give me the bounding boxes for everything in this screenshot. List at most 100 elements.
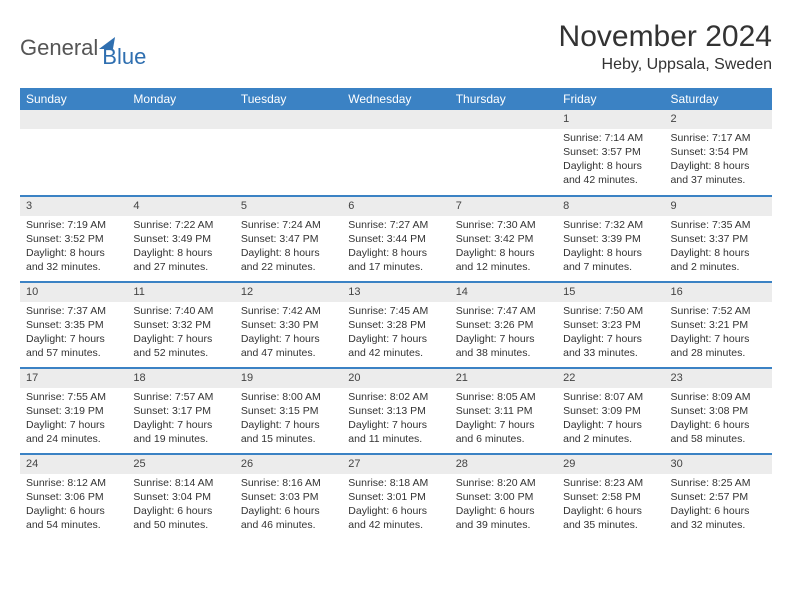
calendar-day-cell: 8Sunrise: 7:32 AMSunset: 3:39 PMDaylight… [557,196,664,282]
daylight-line: Daylight: 8 hours and 17 minutes. [348,246,443,274]
daylight-line: Daylight: 7 hours and 42 minutes. [348,332,443,360]
sunset-line: Sunset: 3:52 PM [26,232,121,246]
weekday-header: Monday [127,88,234,110]
sunrise-line: Sunrise: 7:19 AM [26,218,121,232]
calendar-day-cell: 13Sunrise: 7:45 AMSunset: 3:28 PMDayligh… [342,282,449,368]
calendar-day-cell: 30Sunrise: 8:25 AMSunset: 2:57 PMDayligh… [665,454,772,540]
day-number: 20 [342,369,449,388]
daylight-line: Daylight: 7 hours and 15 minutes. [241,418,336,446]
sunset-line: Sunset: 3:13 PM [348,404,443,418]
sunrise-line: Sunrise: 7:50 AM [563,304,658,318]
location-text: Heby, Uppsala, Sweden [559,56,772,74]
sunset-line: Sunset: 3:47 PM [241,232,336,246]
sunset-line: Sunset: 3:03 PM [241,490,336,504]
daylight-line: Daylight: 8 hours and 37 minutes. [671,159,766,187]
sunset-line: Sunset: 3:37 PM [671,232,766,246]
weekday-header: Saturday [665,88,772,110]
daylight-line: Daylight: 6 hours and 32 minutes. [671,504,766,532]
day-number: 15 [557,283,664,302]
day-body: Sunrise: 8:16 AMSunset: 3:03 PMDaylight:… [235,474,342,537]
sunrise-line: Sunrise: 7:45 AM [348,304,443,318]
calendar-week-row: 1Sunrise: 7:14 AMSunset: 3:57 PMDaylight… [20,110,772,196]
day-number: 10 [20,283,127,302]
sunrise-line: Sunrise: 7:57 AM [133,390,228,404]
day-number: 18 [127,369,234,388]
day-body: Sunrise: 8:20 AMSunset: 3:00 PMDaylight:… [450,474,557,537]
daylight-line: Daylight: 7 hours and 2 minutes. [563,418,658,446]
header: General Blue November 2024 Heby, Uppsala… [20,20,772,74]
sunset-line: Sunset: 3:54 PM [671,145,766,159]
sunrise-line: Sunrise: 8:07 AM [563,390,658,404]
sunset-line: Sunset: 3:15 PM [241,404,336,418]
month-title: November 2024 [559,20,772,54]
daylight-line: Daylight: 7 hours and 6 minutes. [456,418,551,446]
sunrise-line: Sunrise: 8:14 AM [133,476,228,490]
calendar-day-cell: 29Sunrise: 8:23 AMSunset: 2:58 PMDayligh… [557,454,664,540]
calendar-day-cell: 3Sunrise: 7:19 AMSunset: 3:52 PMDaylight… [20,196,127,282]
daylight-line: Daylight: 6 hours and 46 minutes. [241,504,336,532]
day-number: 23 [665,369,772,388]
day-number: 22 [557,369,664,388]
calendar-day-cell: 10Sunrise: 7:37 AMSunset: 3:35 PMDayligh… [20,282,127,368]
calendar-day-cell: 16Sunrise: 7:52 AMSunset: 3:21 PMDayligh… [665,282,772,368]
day-body: Sunrise: 7:47 AMSunset: 3:26 PMDaylight:… [450,302,557,365]
day-body: Sunrise: 8:05 AMSunset: 3:11 PMDaylight:… [450,388,557,451]
sunrise-line: Sunrise: 8:25 AM [671,476,766,490]
day-number: 5 [235,197,342,216]
calendar-day-cell: 18Sunrise: 7:57 AMSunset: 3:17 PMDayligh… [127,368,234,454]
calendar-day-cell: 26Sunrise: 8:16 AMSunset: 3:03 PMDayligh… [235,454,342,540]
calendar-day-cell [127,110,234,196]
sunrise-line: Sunrise: 7:55 AM [26,390,121,404]
logo: General Blue [20,20,146,70]
day-number: 21 [450,369,557,388]
calendar-day-cell [342,110,449,196]
sunrise-line: Sunrise: 7:52 AM [671,304,766,318]
day-number-empty [20,110,127,129]
day-body: Sunrise: 7:27 AMSunset: 3:44 PMDaylight:… [342,216,449,279]
daylight-line: Daylight: 8 hours and 32 minutes. [26,246,121,274]
sunrise-line: Sunrise: 8:05 AM [456,390,551,404]
sunset-line: Sunset: 3:06 PM [26,490,121,504]
sunset-line: Sunset: 2:57 PM [671,490,766,504]
sunrise-line: Sunrise: 7:32 AM [563,218,658,232]
day-number: 28 [450,455,557,474]
calendar-day-cell: 22Sunrise: 8:07 AMSunset: 3:09 PMDayligh… [557,368,664,454]
daylight-line: Daylight: 7 hours and 38 minutes. [456,332,551,360]
day-number: 27 [342,455,449,474]
weekday-header: Friday [557,88,664,110]
sunrise-line: Sunrise: 8:16 AM [241,476,336,490]
day-number: 14 [450,283,557,302]
day-number-empty [450,110,557,129]
weekday-header-row: Sunday Monday Tuesday Wednesday Thursday… [20,88,772,110]
sunset-line: Sunset: 3:19 PM [26,404,121,418]
sunset-line: Sunset: 3:39 PM [563,232,658,246]
sunrise-line: Sunrise: 7:40 AM [133,304,228,318]
day-body: Sunrise: 8:25 AMSunset: 2:57 PMDaylight:… [665,474,772,537]
daylight-line: Daylight: 6 hours and 54 minutes. [26,504,121,532]
daylight-line: Daylight: 6 hours and 35 minutes. [563,504,658,532]
calendar-table: Sunday Monday Tuesday Wednesday Thursday… [20,88,772,540]
logo-text-general: General [20,35,98,61]
sunset-line: Sunset: 3:44 PM [348,232,443,246]
sunset-line: Sunset: 3:17 PM [133,404,228,418]
day-body: Sunrise: 7:35 AMSunset: 3:37 PMDaylight:… [665,216,772,279]
daylight-line: Daylight: 7 hours and 28 minutes. [671,332,766,360]
daylight-line: Daylight: 7 hours and 52 minutes. [133,332,228,360]
daylight-line: Daylight: 8 hours and 2 minutes. [671,246,766,274]
sunset-line: Sunset: 3:30 PM [241,318,336,332]
sunrise-line: Sunrise: 7:17 AM [671,131,766,145]
day-body: Sunrise: 7:40 AMSunset: 3:32 PMDaylight:… [127,302,234,365]
daylight-line: Daylight: 7 hours and 33 minutes. [563,332,658,360]
calendar-day-cell: 9Sunrise: 7:35 AMSunset: 3:37 PMDaylight… [665,196,772,282]
day-body: Sunrise: 8:09 AMSunset: 3:08 PMDaylight:… [665,388,772,451]
sunset-line: Sunset: 2:58 PM [563,490,658,504]
daylight-line: Daylight: 8 hours and 42 minutes. [563,159,658,187]
sunrise-line: Sunrise: 8:20 AM [456,476,551,490]
sunset-line: Sunset: 3:32 PM [133,318,228,332]
sunset-line: Sunset: 3:49 PM [133,232,228,246]
day-number: 7 [450,197,557,216]
day-number: 6 [342,197,449,216]
calendar-week-row: 10Sunrise: 7:37 AMSunset: 3:35 PMDayligh… [20,282,772,368]
sunrise-line: Sunrise: 7:22 AM [133,218,228,232]
calendar-day-cell: 12Sunrise: 7:42 AMSunset: 3:30 PMDayligh… [235,282,342,368]
